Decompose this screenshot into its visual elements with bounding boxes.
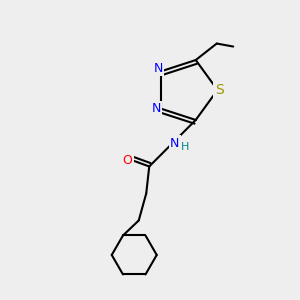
Text: S: S (214, 83, 224, 97)
Text: N: N (170, 137, 179, 150)
Text: N: N (153, 62, 163, 75)
Text: H: H (180, 142, 189, 152)
Text: N: N (152, 102, 161, 115)
Text: O: O (122, 154, 132, 167)
